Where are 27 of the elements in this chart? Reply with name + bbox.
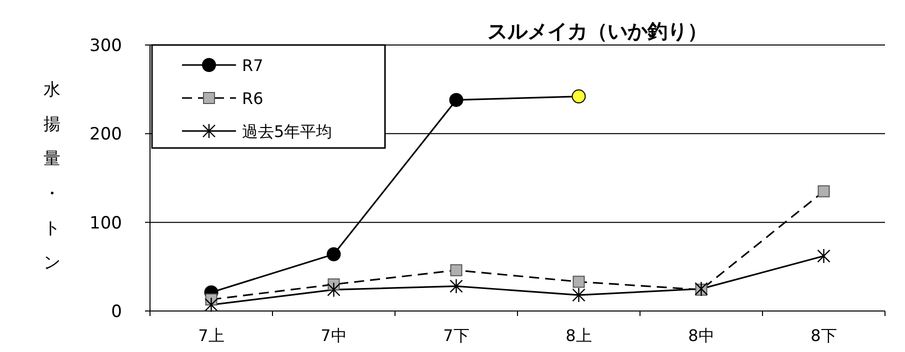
point: [572, 276, 585, 288]
y-tick-label: 200: [90, 124, 122, 145]
y-axis-title: 水揚量・トン: [44, 80, 60, 274]
x-tick-label: 7下: [443, 326, 470, 345]
point: [204, 297, 218, 312]
x-tick-label: 8中: [688, 326, 714, 345]
y-tick-label: 0: [111, 302, 122, 322]
y-tick-label: 300: [90, 36, 122, 56]
x-tick-label: 8下: [810, 326, 837, 345]
chart-title: スルメイカ（いか釣り）: [488, 19, 708, 43]
legend-label: 過去5年平均: [242, 122, 332, 141]
x-tick-label: 7上: [198, 326, 224, 345]
y-tick-label: 100: [90, 213, 122, 234]
legend-label: R6: [242, 89, 264, 108]
point: [327, 282, 340, 298]
legend-label: R7: [242, 56, 264, 75]
point: [818, 185, 830, 198]
point: [449, 92, 464, 107]
x-tick-label: 8上: [566, 326, 592, 345]
point: [326, 247, 341, 262]
point: [572, 89, 586, 104]
point: [817, 248, 830, 264]
x-tick-label: 7中: [320, 326, 347, 345]
point: [572, 287, 586, 303]
point: [450, 278, 463, 294]
point: [450, 264, 462, 276]
point: [694, 281, 708, 296]
